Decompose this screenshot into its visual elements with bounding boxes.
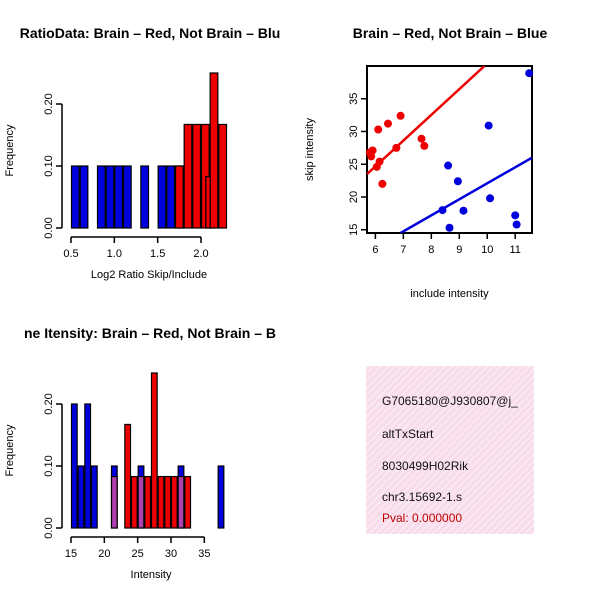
bar-brain: [150, 372, 158, 529]
bar-brain: [137, 475, 145, 529]
fit-line-brain: [367, 66, 486, 175]
x-axis-label: include intensity: [410, 288, 489, 300]
point-not-brain: [484, 121, 493, 130]
y-tick-label: 0.20: [43, 93, 55, 114]
chart-title: ne Itensity: Brain – Red, Not Brain – B: [24, 325, 276, 341]
gene-name: 8030499H02Rik: [382, 459, 469, 473]
bar-brain: [184, 475, 192, 529]
bar-not-brain: [122, 165, 132, 229]
x-tick-label: 30: [165, 548, 177, 560]
y-tick-label: 0.10: [43, 455, 55, 476]
y-tick-label: 0.20: [43, 393, 55, 414]
point-brain: [378, 179, 387, 188]
point-brain: [383, 119, 392, 128]
x-tick-label: 25: [132, 548, 144, 560]
y-tick-label: 20: [348, 191, 360, 203]
bar-brain: [110, 475, 118, 529]
x-tick-label: 8: [428, 244, 434, 256]
y-tick-label: 30: [348, 125, 360, 137]
point-brain: [417, 134, 426, 143]
y-tick-label: 0.00: [43, 217, 55, 238]
chart-title: RatioData: Brain – Red, Not Brain – Blu: [20, 25, 281, 41]
x-tick-label: 6: [372, 244, 378, 256]
point-brain: [392, 143, 401, 152]
intensity-histogram: ne Itensity: Brain – Red, Not Brain – B 0…: [4, 325, 276, 581]
intensity-scatter: Brain – Red, Not Brain – Blue 15 20 25 30 35 6…: [304, 25, 548, 300]
point-not-brain: [512, 220, 521, 229]
bar-not-brain: [79, 165, 89, 229]
bar-not-brain: [105, 165, 115, 229]
bar-not-brain: [157, 165, 167, 229]
y-axis-label: skip intensity: [304, 118, 316, 181]
point-brain: [374, 125, 383, 134]
y-tick-label: 15: [348, 224, 360, 236]
bar-not-brain: [140, 165, 150, 229]
point-not-brain: [438, 206, 447, 215]
point-brain: [375, 157, 384, 166]
bar-brain: [174, 165, 184, 229]
bar-brain: [218, 123, 228, 229]
location: chr3.15692-1.s: [382, 490, 463, 504]
info-panel: G7065180@J930807@j_ altTxStart 8030499H0…: [366, 366, 534, 534]
y-axis-label: Frequency: [4, 124, 16, 176]
y-tick-label: 35: [348, 93, 360, 105]
x-tick-label: 1.0: [107, 248, 122, 260]
bar-not-brain: [77, 465, 85, 529]
bar-brain: [183, 123, 193, 229]
y-axis-label: Frequency: [4, 424, 16, 476]
bar-brain: [192, 123, 202, 229]
event-id: G7065180@J930807@j_: [382, 394, 518, 408]
x-axis-label: Log2 Ratio Skip/Include: [91, 269, 207, 281]
point-brain: [420, 141, 429, 150]
point-not-brain: [444, 161, 453, 170]
x-tick-label: 0.5: [63, 248, 78, 260]
bar-not-brain: [114, 165, 124, 229]
x-axis-label: Intensity: [131, 569, 172, 581]
x-tick-label: 9: [456, 244, 462, 256]
point-not-brain: [511, 211, 520, 220]
fit-line-not-brain: [399, 156, 532, 233]
point-brain: [368, 146, 377, 155]
point-not-brain: [459, 206, 468, 215]
bar-not-brain: [217, 465, 225, 529]
plot-frame: [366, 65, 533, 234]
bar-brain: [144, 475, 152, 529]
x-tick-label: 35: [198, 548, 210, 560]
y-tick-label: 25: [348, 158, 360, 170]
event-type: altTxStart: [382, 427, 434, 441]
x-tick-label: 20: [98, 548, 110, 560]
x-tick-label: 10: [481, 244, 493, 256]
bar-not-brain: [70, 165, 80, 229]
bar-brain: [209, 72, 219, 229]
point-not-brain: [453, 177, 462, 186]
x-tick-label: 11: [510, 244, 521, 256]
bar-not-brain: [70, 403, 78, 529]
y-tick-label: 0.10: [43, 155, 55, 176]
pval: Pval: 0.000000: [382, 511, 463, 525]
bar-not-brain: [166, 165, 176, 229]
x-tick-label: 7: [400, 244, 406, 256]
x-tick-label: 1.5: [150, 248, 165, 260]
chart-title: Brain – Red, Not Brain – Blue: [353, 25, 548, 41]
bar-not-brain: [96, 165, 106, 229]
ratio-histogram: RatioData: Brain – Red, Not Brain – Blu 0…: [4, 25, 281, 281]
bar-not-brain: [90, 465, 98, 529]
y-tick-label: 0.00: [43, 517, 55, 538]
x-tick-label: 15: [65, 548, 77, 560]
bar-brain: [157, 475, 165, 529]
point-brain: [396, 111, 405, 120]
bar-brain: [164, 475, 172, 529]
bar-brain: [124, 423, 132, 529]
bar-not-brain: [84, 403, 92, 529]
x-tick-label: 2.0: [193, 248, 208, 260]
bar-brain: [170, 475, 178, 529]
bar-brain: [177, 475, 185, 529]
point-not-brain: [445, 223, 454, 232]
point-not-brain: [486, 194, 495, 203]
point-not-brain: [525, 69, 534, 78]
bar-brain: [130, 475, 138, 529]
